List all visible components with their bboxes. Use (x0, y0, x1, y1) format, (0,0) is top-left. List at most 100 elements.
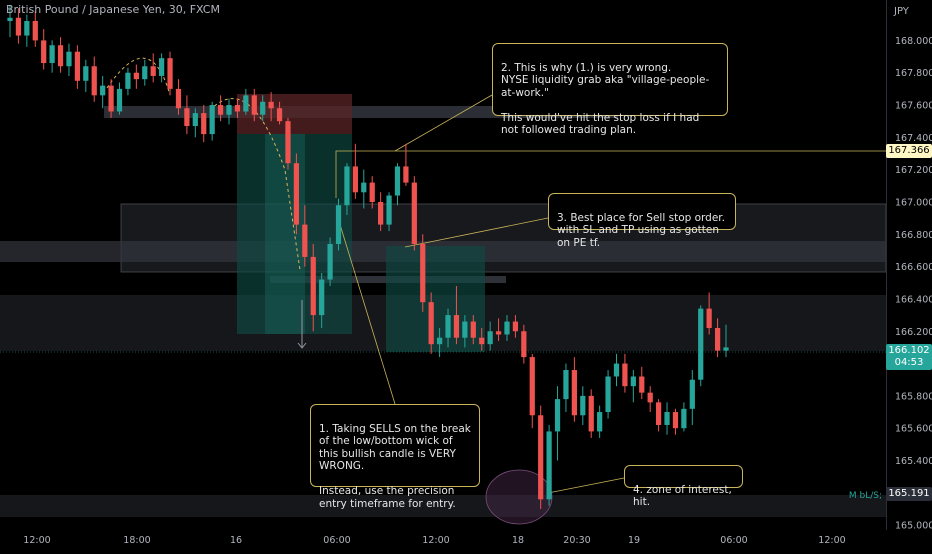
annotation-lines (0, 57, 886, 494)
time-tick-label: 16 (230, 535, 242, 546)
candle-body (344, 166, 350, 206)
bracket-line (335, 150, 395, 198)
candle (159, 53, 165, 83)
candle (462, 315, 468, 348)
time-tick-label: 19 (628, 535, 640, 546)
candle (521, 324, 527, 364)
candle (74, 45, 80, 89)
note-3[interactable]: 3. Best place for Sell stop order. with … (548, 193, 736, 249)
candle-body (706, 308, 712, 329)
candle (613, 353, 620, 387)
candle (344, 163, 350, 215)
time-tick-label: 12:00 (422, 535, 449, 546)
candle (538, 405, 544, 509)
candle-body (436, 337, 443, 345)
candle (512, 315, 519, 338)
candle-body (268, 101, 274, 109)
time-tick-label: 20:30 (563, 535, 590, 546)
time-axis-group[interactable]: 12:00 18:00 16 06:00 12:00 18 20:30 19 06:00 12:0… (0, 530, 932, 550)
note-4[interactable]: 4. zone of interest, hit. (624, 465, 743, 508)
candle-body (150, 66, 156, 76)
current-price-value: 166.102 (888, 345, 930, 356)
candle-body (462, 321, 468, 338)
candle (378, 192, 384, 232)
candle-body (411, 182, 417, 244)
candle-body (445, 315, 451, 338)
candle-body (656, 402, 662, 425)
candle (167, 51, 173, 96)
price-tick-label: 167.400 (895, 133, 932, 144)
candle-body (142, 66, 148, 80)
note-1[interactable]: 1. Taking SELLS on the break of the low/… (310, 404, 480, 510)
candle (361, 169, 367, 209)
candle (664, 402, 670, 435)
price-tick-label: 167.200 (895, 165, 932, 176)
candle (319, 273, 325, 329)
candle-body (159, 58, 165, 76)
candle (217, 95, 224, 122)
candle (639, 366, 645, 400)
candle (209, 101, 215, 141)
candle-body (184, 108, 190, 127)
candle-body (57, 45, 64, 67)
candle-body (15, 17, 22, 36)
candle-body (66, 51, 72, 67)
current-price-tag: 166.102 04:53 (886, 344, 932, 370)
pointer-note-1 (337, 217, 396, 405)
candle-body (243, 95, 249, 112)
candle (310, 243, 316, 332)
candle (302, 205, 308, 267)
candle-body (192, 113, 198, 127)
candle-body (647, 392, 653, 403)
candle (125, 67, 131, 96)
candle (243, 88, 249, 115)
candle-body (201, 113, 207, 135)
candle (327, 237, 333, 287)
candle-body (352, 166, 358, 193)
chart-zones (0, 94, 887, 525)
candle (470, 315, 476, 345)
candle-body (251, 95, 257, 115)
candle-body (672, 412, 679, 429)
candle-body (74, 51, 80, 81)
candle (495, 318, 502, 341)
note-2[interactable]: 2. This is why (1.) is very wrong. NYSE … (492, 43, 728, 136)
price-tick-label: 168.000 (895, 36, 932, 47)
candle (504, 315, 510, 341)
candle (108, 79, 114, 118)
candle (335, 198, 342, 251)
candle (175, 79, 182, 115)
candle (184, 95, 190, 135)
candle-body (428, 302, 434, 345)
candle (369, 176, 375, 209)
time-tick-label: 18:00 (123, 535, 150, 546)
candle-body (597, 412, 603, 432)
candle (150, 53, 156, 83)
price-tick-label: 166.800 (895, 230, 932, 241)
candle (276, 101, 283, 125)
candle (630, 370, 636, 403)
candle-body (420, 243, 426, 303)
upper-gray-zone (104, 106, 618, 118)
candle (24, 14, 30, 47)
candle (116, 82, 123, 115)
candle (411, 176, 417, 251)
pointer-note-2 (394, 94, 493, 152)
price-tick-label: 166.400 (895, 294, 932, 305)
price-tick-label: 165.800 (895, 391, 932, 402)
candle-body (100, 85, 106, 96)
chart-title: British Pound / Japanese Yen, 30, FXCM (6, 3, 220, 16)
candle (554, 386, 561, 461)
candle (714, 318, 721, 358)
candle (723, 324, 729, 358)
candle (420, 234, 426, 312)
candle (681, 402, 687, 432)
candle-body (7, 17, 13, 22)
price-axis-group[interactable]: 165.000165.200165.400165.600165.800166.0… (886, 0, 932, 550)
candle-body (260, 101, 266, 115)
candle (394, 163, 401, 206)
price-axis-bg (886, 0, 932, 550)
candle-body (521, 331, 527, 358)
